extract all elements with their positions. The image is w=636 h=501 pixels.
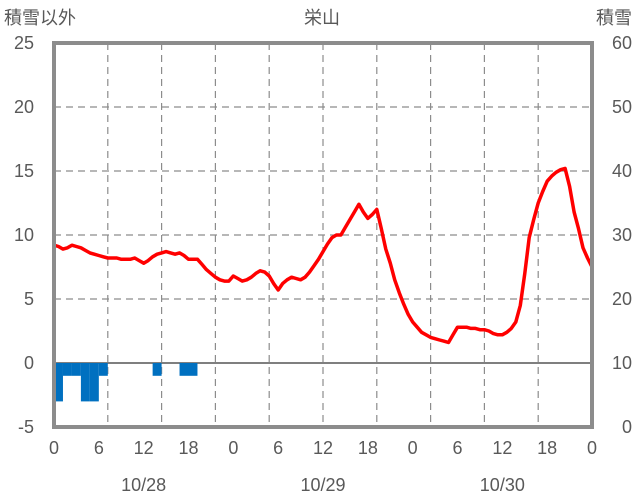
left-axis-title: 積雪以外: [4, 8, 76, 28]
left-tick-label: 15: [14, 161, 34, 181]
x-tick-label: 0: [228, 438, 238, 458]
x-tick-label: 18: [178, 438, 198, 458]
date-label: 10/29: [300, 475, 345, 495]
bar: [71, 363, 81, 376]
left-tick-label: 25: [14, 33, 34, 53]
left-tick-label: 0: [24, 353, 34, 373]
date-label: 10/30: [480, 475, 525, 495]
right-tick-label: 0: [622, 417, 632, 437]
bar: [152, 363, 162, 376]
bar: [98, 363, 108, 376]
right-tick-label: 20: [612, 289, 632, 309]
right-tick-label: 50: [612, 97, 632, 117]
x-tick-label: 6: [452, 438, 462, 458]
bar: [89, 363, 99, 402]
plot-frame: [52, 41, 594, 429]
x-tick-label: 6: [273, 438, 283, 458]
x-tick-label: 0: [49, 438, 59, 458]
left-tick-label: 20: [14, 97, 34, 117]
bar-series: [54, 363, 198, 402]
x-tick-label: 12: [134, 438, 154, 458]
bar: [80, 363, 90, 402]
line-series: [53, 166, 594, 345]
bar: [179, 363, 189, 376]
left-tick-label: 10: [14, 225, 34, 245]
bar: [54, 363, 63, 402]
right-tick-label: 40: [612, 161, 632, 181]
bar: [188, 363, 198, 376]
x-tick-label: 0: [408, 438, 418, 458]
bar: [62, 363, 72, 376]
x-tick-label: 12: [492, 438, 512, 458]
x-tick-label: 18: [358, 438, 378, 458]
x-tick-label: 18: [537, 438, 557, 458]
right-axis-title: 積雪: [596, 8, 632, 28]
x-tick-label: 0: [587, 438, 597, 458]
left-tick-label: -5: [18, 417, 34, 437]
grid-lines: [54, 43, 592, 427]
right-tick-label: 60: [612, 33, 632, 53]
x-tick-label: 12: [313, 438, 333, 458]
x-tick-label: 6: [94, 438, 104, 458]
right-tick-label: 10: [612, 353, 632, 373]
left-tick-label: 5: [24, 289, 34, 309]
chart-title: 栄山: [304, 8, 340, 28]
right-tick-label: 30: [612, 225, 632, 245]
date-label: 10/28: [121, 475, 166, 495]
